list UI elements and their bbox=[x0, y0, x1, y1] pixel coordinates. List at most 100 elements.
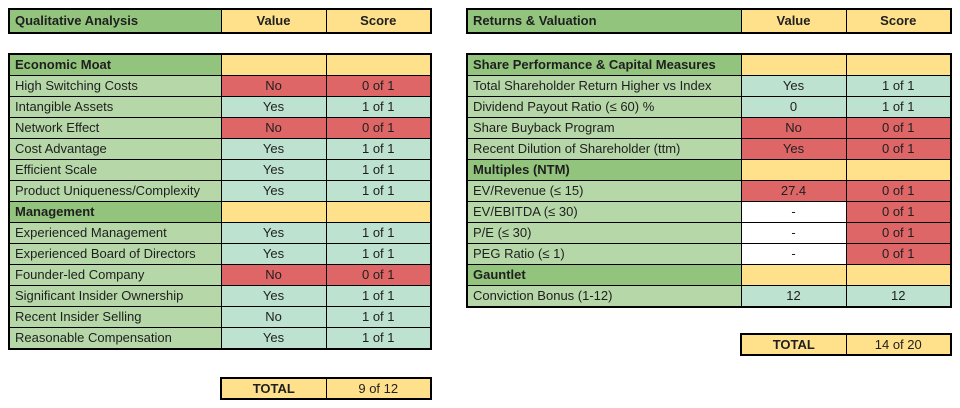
total-label-cell[interactable]: TOTAL bbox=[220, 377, 327, 400]
row-label-cell[interactable]: Efficient Scale bbox=[8, 159, 222, 181]
row-value-cell[interactable]: - bbox=[740, 243, 847, 265]
row-label-cell[interactable]: Total Shareholder Return Higher vs Index bbox=[466, 75, 742, 97]
total-score-cell[interactable]: 9 of 12 bbox=[325, 377, 432, 400]
row-value-cell[interactable]: No bbox=[220, 306, 327, 328]
section-header-cell[interactable]: Management bbox=[8, 201, 222, 223]
row-label-cell[interactable]: Founder-led Company bbox=[8, 264, 222, 286]
row-value-cell[interactable] bbox=[740, 264, 847, 286]
row-value-cell[interactable]: Yes bbox=[220, 180, 327, 202]
row-score-cell[interactable]: 1 of 1 bbox=[325, 180, 432, 202]
score-column-header[interactable]: Score bbox=[325, 8, 432, 34]
row-score-cell[interactable]: 0 of 1 bbox=[845, 180, 952, 202]
row-value-cell[interactable]: 0 bbox=[740, 96, 847, 118]
table-row: Cost Advantage Yes 1 of 1 bbox=[8, 138, 432, 160]
row-value-cell[interactable] bbox=[220, 201, 327, 223]
row-score-cell[interactable]: 0 of 1 bbox=[325, 264, 432, 286]
row-score-cell[interactable]: 1 of 1 bbox=[325, 159, 432, 181]
section-header-cell[interactable]: Share Performance & Capital Measures bbox=[466, 53, 742, 76]
section-header-cell[interactable]: Economic Moat bbox=[8, 53, 222, 76]
row-label-cell[interactable]: Experienced Board of Directors bbox=[8, 243, 222, 265]
total-score-cell[interactable]: 14 of 20 bbox=[845, 333, 952, 356]
row-label-cell[interactable]: High Switching Costs bbox=[8, 75, 222, 97]
section-row: Gauntlet bbox=[466, 264, 952, 286]
row-score-cell[interactable] bbox=[325, 201, 432, 223]
table-row: Recent Insider Selling No 1 of 1 bbox=[8, 306, 432, 328]
row-value-cell[interactable]: Yes bbox=[220, 285, 327, 307]
table-row: Total Shareholder Return Higher vs Index… bbox=[466, 75, 952, 97]
row-label-cell[interactable]: Recent Insider Selling bbox=[8, 306, 222, 328]
row-label-cell[interactable]: EV/EBITDA (≤ 30) bbox=[466, 201, 742, 223]
row-value-cell[interactable]: No bbox=[220, 264, 327, 286]
returns-valuation-title-cell[interactable]: Returns & Valuation bbox=[466, 8, 742, 34]
section-header-cell[interactable]: Multiples (NTM) bbox=[466, 159, 742, 181]
row-score-cell[interactable] bbox=[845, 53, 952, 76]
row-score-cell[interactable]: 1 of 1 bbox=[325, 222, 432, 244]
table-row: Product Uniqueness/Complexity Yes 1 of 1 bbox=[8, 180, 432, 202]
row-value-cell[interactable]: 12 bbox=[740, 285, 847, 308]
row-label-cell[interactable]: P/E (≤ 30) bbox=[466, 222, 742, 244]
row-label-cell[interactable]: Reasonable Compensation bbox=[8, 327, 222, 350]
row-score-cell[interactable]: 1 of 1 bbox=[325, 96, 432, 118]
row-score-cell[interactable]: 0 of 1 bbox=[325, 75, 432, 97]
value-column-header[interactable]: Value bbox=[740, 8, 847, 34]
row-score-cell[interactable]: 1 of 1 bbox=[325, 306, 432, 328]
row-score-cell[interactable]: 1 of 1 bbox=[845, 96, 952, 118]
table-row: Experienced Management Yes 1 of 1 bbox=[8, 222, 432, 244]
table-row: Reasonable Compensation Yes 1 of 1 bbox=[8, 327, 432, 350]
row-score-cell[interactable]: 1 of 1 bbox=[325, 285, 432, 307]
returns-valuation-total: TOTAL 14 of 20 bbox=[740, 333, 952, 356]
table-row: Efficient Scale Yes 1 of 1 bbox=[8, 159, 432, 181]
row-score-cell[interactable]: 1 of 1 bbox=[325, 138, 432, 160]
row-label-cell[interactable]: Cost Advantage bbox=[8, 138, 222, 160]
row-value-cell[interactable]: 27.4 bbox=[740, 180, 847, 202]
row-score-cell[interactable] bbox=[845, 264, 952, 286]
row-value-cell[interactable]: No bbox=[220, 75, 327, 97]
row-score-cell[interactable]: 12 bbox=[845, 285, 952, 308]
row-label-cell[interactable]: Experienced Management bbox=[8, 222, 222, 244]
row-value-cell[interactable]: Yes bbox=[740, 75, 847, 97]
table-row: Significant Insider Ownership Yes 1 of 1 bbox=[8, 285, 432, 307]
row-label-cell[interactable]: Dividend Payout Ratio (≤ 60) % bbox=[466, 96, 742, 118]
row-value-cell[interactable]: No bbox=[220, 117, 327, 139]
row-score-cell[interactable] bbox=[325, 53, 432, 76]
row-label-cell[interactable]: Recent Dilution of Shareholder (ttm) bbox=[466, 138, 742, 160]
row-score-cell[interactable]: 0 of 1 bbox=[845, 117, 952, 139]
row-label-cell[interactable]: PEG Ratio (≤ 1) bbox=[466, 243, 742, 265]
qualitative-analysis-title-cell[interactable]: Qualitative Analysis bbox=[8, 8, 222, 34]
row-label-cell[interactable]: Significant Insider Ownership bbox=[8, 285, 222, 307]
table-row: Founder-led Company No 0 of 1 bbox=[8, 264, 432, 286]
row-label-cell[interactable]: EV/Revenue (≤ 15) bbox=[466, 180, 742, 202]
section-header-cell[interactable]: Gauntlet bbox=[466, 264, 742, 286]
row-value-cell[interactable]: - bbox=[740, 222, 847, 244]
row-label-cell[interactable]: Network Effect bbox=[8, 117, 222, 139]
row-score-cell[interactable]: 1 of 1 bbox=[845, 75, 952, 97]
qualitative-analysis-body: Economic Moat High Switching Costs No 0 of … bbox=[8, 53, 432, 350]
row-label-cell[interactable]: Share Buyback Program bbox=[466, 117, 742, 139]
row-value-cell[interactable]: - bbox=[740, 201, 847, 223]
row-score-cell[interactable]: 0 of 1 bbox=[845, 243, 952, 265]
row-label-cell[interactable]: Conviction Bonus (1-12) bbox=[466, 285, 742, 308]
row-score-cell[interactable]: 0 of 1 bbox=[845, 222, 952, 244]
row-value-cell[interactable]: Yes bbox=[220, 327, 327, 350]
row-score-cell[interactable]: 0 of 1 bbox=[845, 201, 952, 223]
score-column-header[interactable]: Score bbox=[845, 8, 952, 34]
row-value-cell[interactable]: Yes bbox=[740, 138, 847, 160]
row-value-cell[interactable]: Yes bbox=[220, 96, 327, 118]
row-value-cell[interactable]: Yes bbox=[220, 243, 327, 265]
row-score-cell[interactable]: 1 of 1 bbox=[325, 243, 432, 265]
row-score-cell[interactable]: 0 of 1 bbox=[845, 138, 952, 160]
row-value-cell[interactable]: Yes bbox=[220, 159, 327, 181]
row-value-cell[interactable] bbox=[740, 159, 847, 181]
row-score-cell[interactable]: 0 of 1 bbox=[325, 117, 432, 139]
row-value-cell[interactable]: Yes bbox=[220, 222, 327, 244]
row-value-cell[interactable] bbox=[220, 53, 327, 76]
row-score-cell[interactable] bbox=[845, 159, 952, 181]
value-column-header[interactable]: Value bbox=[220, 8, 327, 34]
row-value-cell[interactable] bbox=[740, 53, 847, 76]
total-label-cell[interactable]: TOTAL bbox=[740, 333, 847, 356]
row-label-cell[interactable]: Product Uniqueness/Complexity bbox=[8, 180, 222, 202]
row-label-cell[interactable]: Intangible Assets bbox=[8, 96, 222, 118]
row-value-cell[interactable]: Yes bbox=[220, 138, 327, 160]
row-value-cell[interactable]: No bbox=[740, 117, 847, 139]
row-score-cell[interactable]: 1 of 1 bbox=[325, 327, 432, 350]
